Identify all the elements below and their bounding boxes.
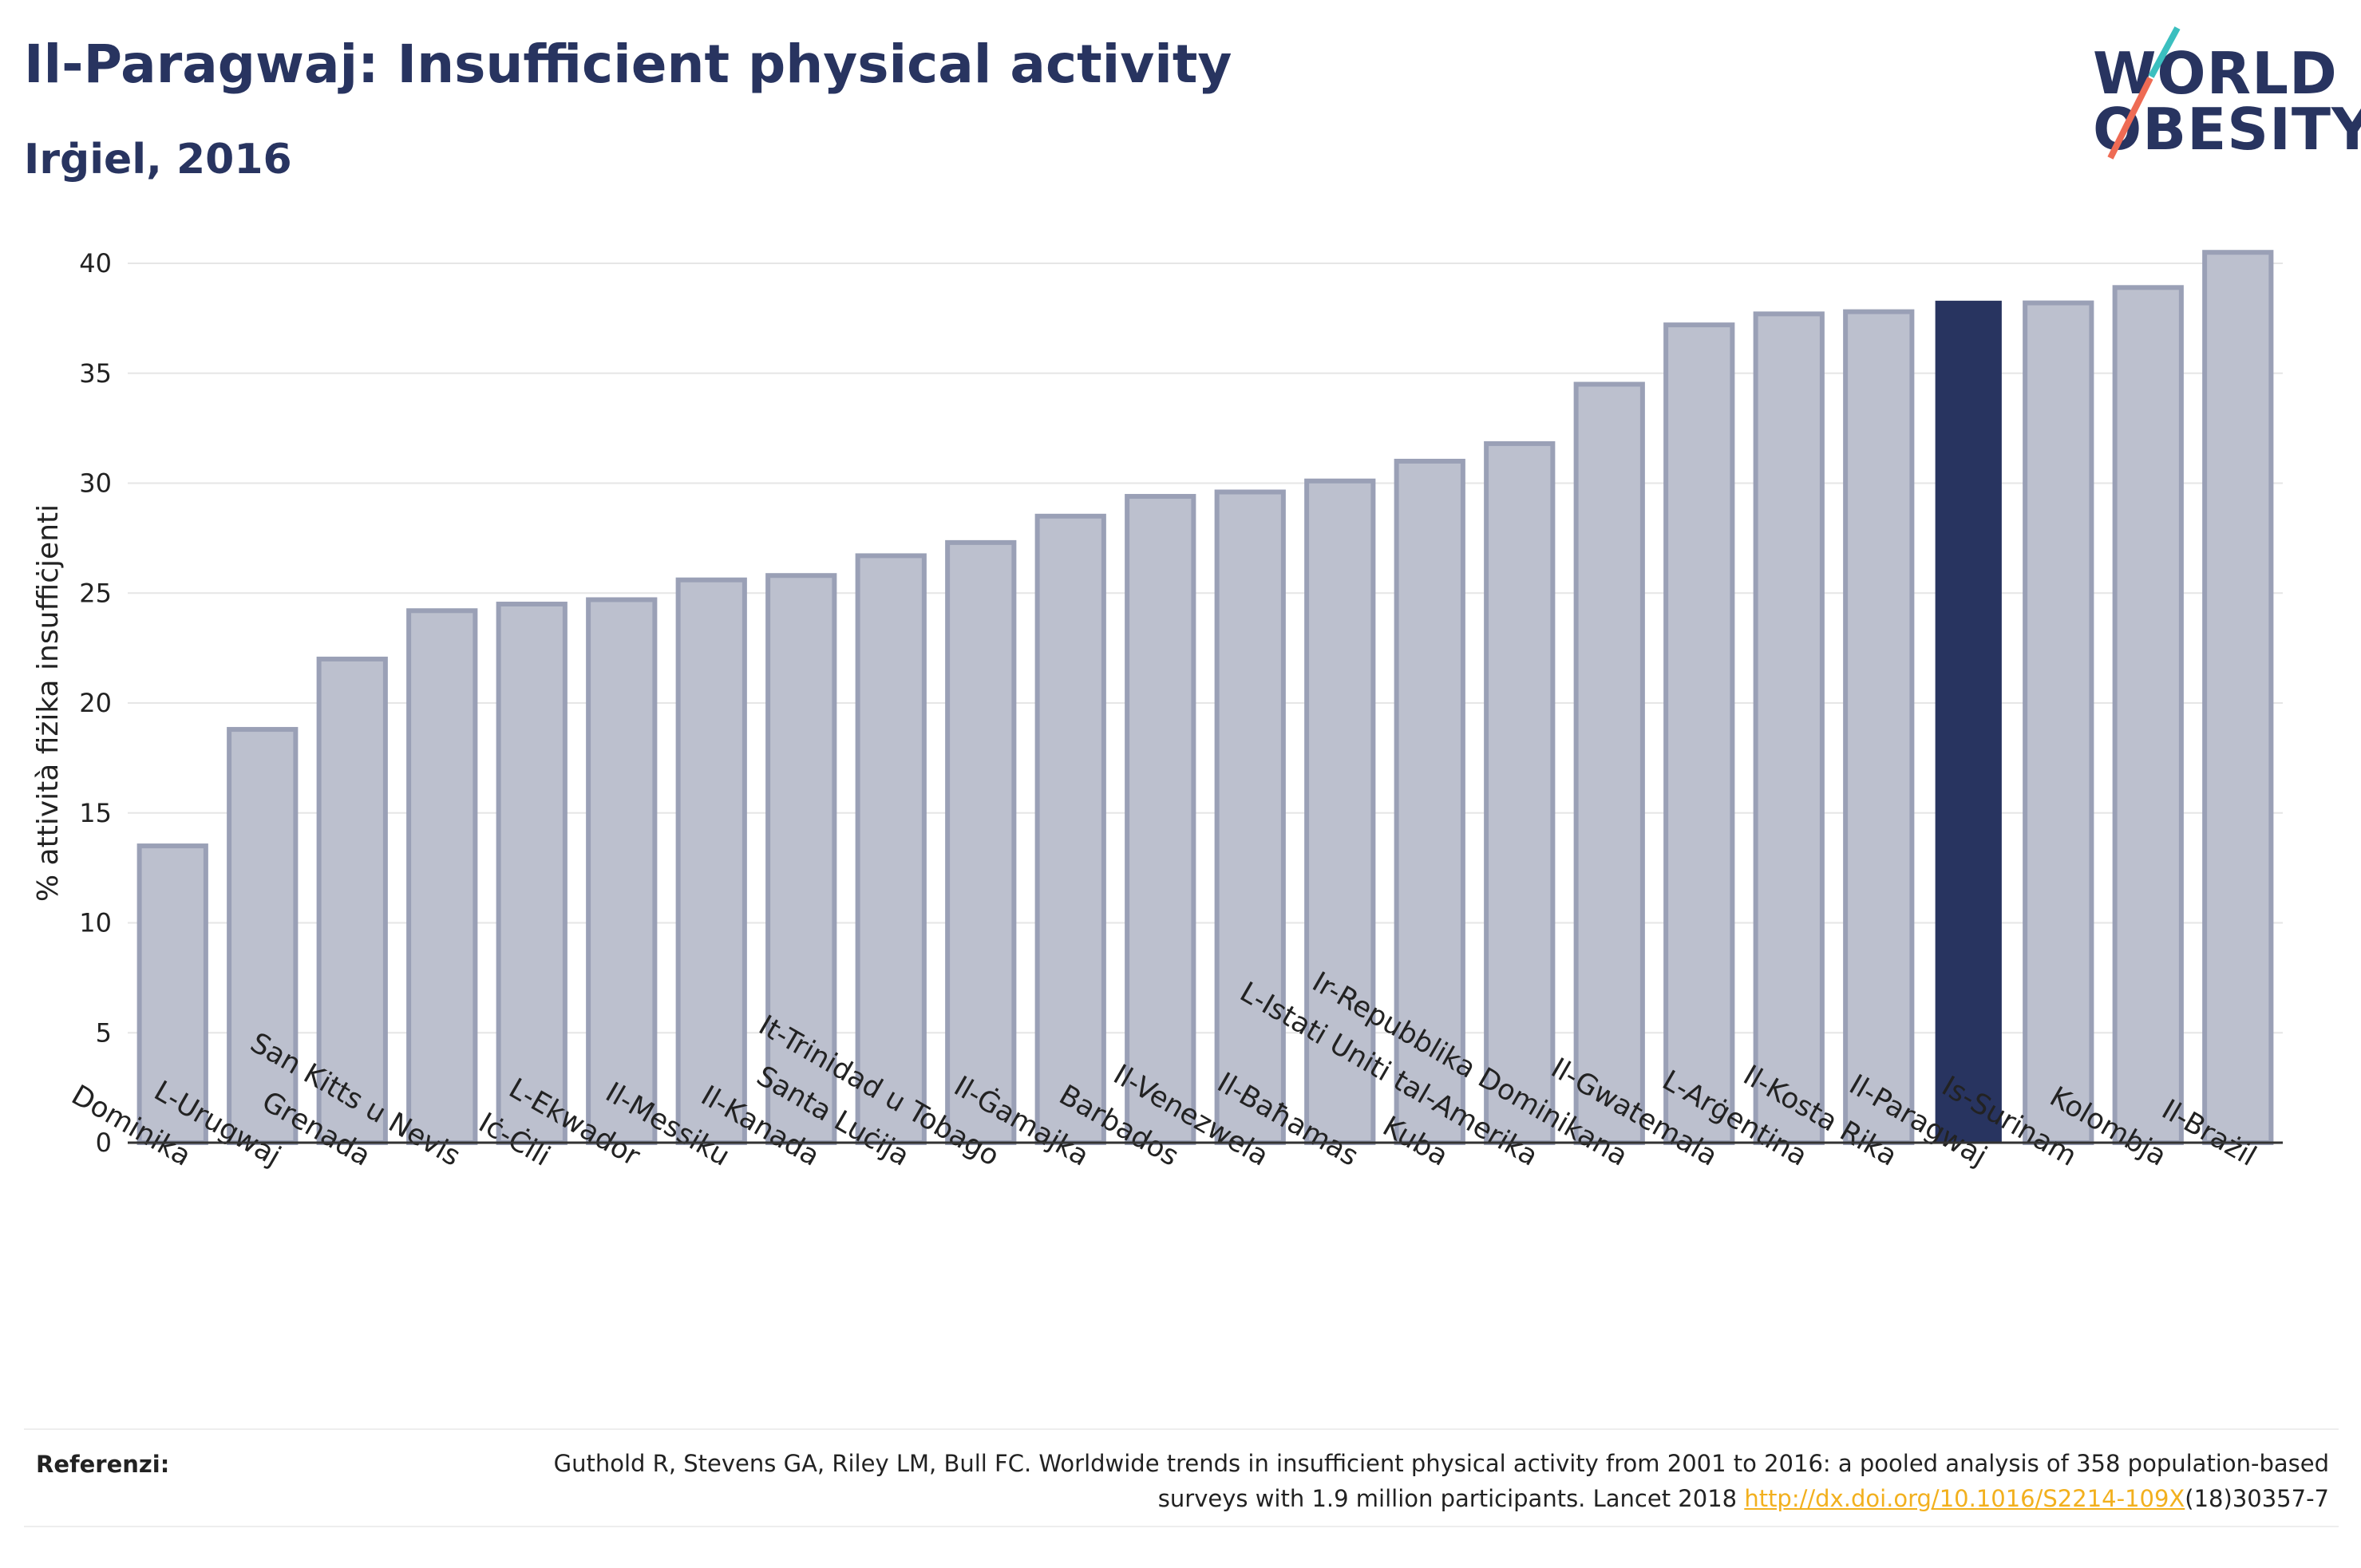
bar — [855, 553, 927, 1145]
footer-divider-top — [24, 1428, 2339, 1430]
bar — [1573, 381, 1645, 1145]
reference-link[interactable]: http://dx.doi.org/10.1016/S2214-109X — [1744, 1485, 2185, 1512]
bar — [1304, 478, 1376, 1145]
chart-subtitle: Irġiel, 2016 — [24, 136, 292, 184]
bar — [2023, 300, 2094, 1146]
reference-text: Guthold R, Stevens GA, Riley LM, Bull FC… — [493, 1446, 2329, 1516]
bar — [1034, 513, 1106, 1145]
reference-tail: (18)30357-7 — [2185, 1485, 2329, 1512]
y-tick-label: 10 — [79, 908, 112, 938]
bar — [1753, 311, 1825, 1145]
bar — [1214, 489, 1286, 1145]
y-tick-label: 0 — [96, 1128, 112, 1158]
bar — [1394, 458, 1465, 1145]
y-tick-label: 35 — [79, 358, 112, 389]
bar — [1663, 322, 1735, 1145]
bar — [945, 539, 1017, 1145]
chart-title: Il-Paragwaj: Insufficient physical activ… — [24, 34, 1232, 95]
y-axis-label: % attività fiżika insuffiċjenti — [32, 504, 65, 902]
bar — [2202, 250, 2274, 1146]
bar — [1484, 440, 1556, 1145]
y-tick-label: 15 — [79, 798, 112, 828]
bar — [406, 608, 478, 1145]
bar — [1125, 494, 1196, 1145]
reference-label: Referenzi: — [36, 1451, 170, 1478]
reference-citation: Guthold R, Stevens GA, Riley LM, Bull FC… — [553, 1450, 2329, 1512]
logo-stripe-icon — [2107, 26, 2181, 160]
bar — [586, 597, 658, 1145]
bar — [2112, 285, 2184, 1145]
footer-divider-bottom — [24, 1526, 2339, 1527]
y-tick-label: 5 — [96, 1017, 112, 1048]
bar-chart: 0 5 10 15 20 25 30 35 40 % attività fiżika insuff… — [32, 248, 2283, 1173]
bar — [227, 727, 299, 1145]
bar — [675, 577, 747, 1145]
y-tick-label: 25 — [79, 578, 112, 608]
y-tick-label: 20 — [79, 688, 112, 718]
bar — [1935, 300, 2002, 1143]
y-tick-label: 30 — [79, 468, 112, 499]
bar — [496, 602, 568, 1145]
bar — [765, 573, 837, 1145]
logo-text-world: WORLD — [2093, 40, 2338, 107]
y-tick-label: 40 — [79, 248, 112, 278]
bar — [1843, 309, 1915, 1145]
world-obesity-logo: WORLD OBESITY — [2075, 24, 2361, 172]
